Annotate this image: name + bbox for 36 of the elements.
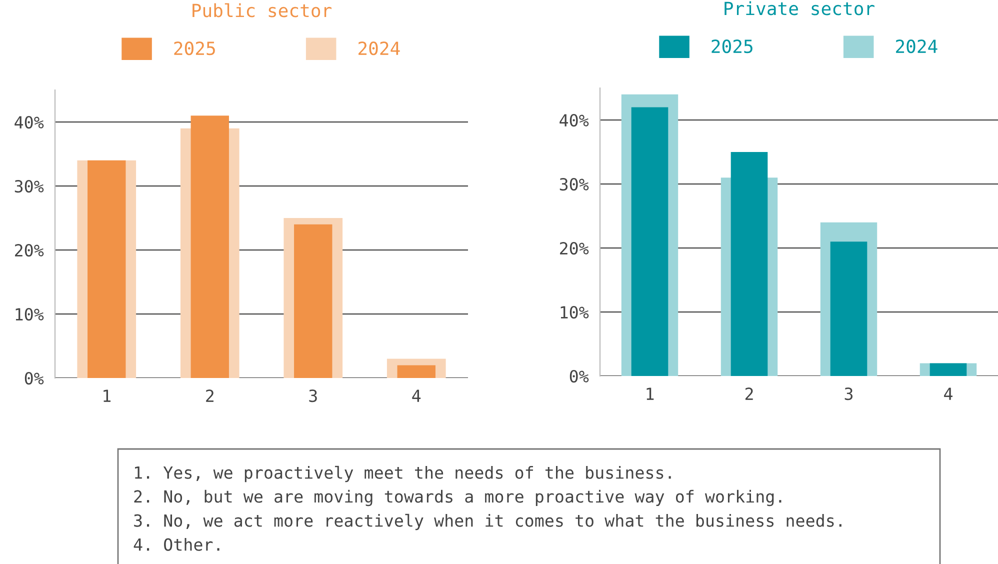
bar [930,363,967,376]
text: 3. No, we act more reactively when it comes to what the business needs. [134,514,842,530]
bar [631,107,668,376]
x-tick-label: 3 [844,387,853,400]
chart-title: Public sector [192,3,332,18]
text: 1. Yes, we proactively meet the needs of the business. [135,466,671,482]
bar [830,242,868,376]
y-tick-label: 20% [560,242,589,255]
x-tick-label: 4 [944,388,952,400]
y-tick-label: 40% [14,116,44,129]
x-tick-label: 3 [309,389,317,402]
text: 4. Other. [134,538,220,551]
y-tick-label: 30% [560,178,589,191]
bar [190,116,229,378]
legend-label: 2024 [358,42,400,56]
x-tick-label: 1 [104,390,111,402]
chart-title: Private sector [724,1,874,16]
bar [88,160,126,378]
bar [397,365,436,378]
y-tick-label: 40% [560,114,589,127]
y-tick-label: 0% [24,372,44,385]
y-tick-label: 10% [560,306,589,319]
y-tick-label: 10% [16,308,44,321]
x-tick-label: 2 [206,389,214,402]
legend-label: 2025 [712,40,752,54]
x-tick-label: 2 [745,387,753,400]
legend-label: 2025 [174,42,215,56]
y-tick-label: 30% [14,180,44,193]
x-tick-label: 1 [646,388,654,400]
bar [294,224,332,378]
text: 2. No, but we are moving towards a more proactive way of working. [134,490,782,506]
bar [730,152,768,376]
legend-label: 2024 [896,40,938,54]
y-tick-label: 20% [15,244,44,257]
x-tick-label: 4 [412,390,421,402]
y-tick-label: 0% [570,370,589,383]
